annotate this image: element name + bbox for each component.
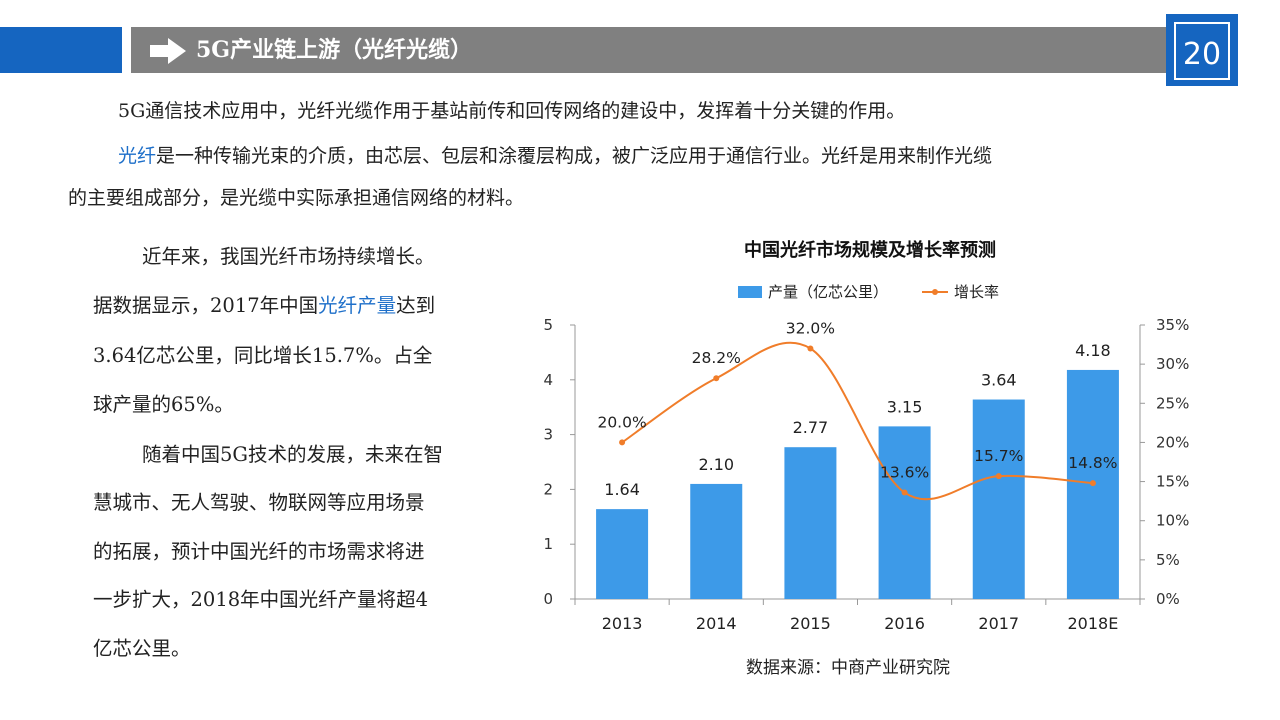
growth-rate-label: 13.6% bbox=[880, 464, 929, 482]
left-text-line: 3.64亿芯公里，同比增长15.7%。占全 bbox=[93, 344, 433, 367]
left-text-line: 慧城市、无人驾驶、物联网等应用场景 bbox=[93, 491, 425, 514]
x-tick-label: 2013 bbox=[602, 614, 643, 633]
bar-data-label: 2.77 bbox=[793, 418, 829, 437]
header-bar bbox=[131, 27, 1169, 73]
legend-line-marker bbox=[932, 289, 938, 295]
left-text-segment: 据数据显示，2017年中国 bbox=[93, 294, 319, 317]
y-right-tick-label: 25% bbox=[1156, 394, 1189, 412]
legend-line-label: 增长率 bbox=[954, 283, 1000, 301]
legend-bar-label: 产量（亿芯公里） bbox=[768, 283, 889, 301]
left-text-line: 一步扩大，2018年中国光纤产量将超4 bbox=[93, 588, 429, 611]
legend-bar-swatch bbox=[738, 286, 762, 298]
intro-highlight-fiber: 光纤 bbox=[118, 145, 157, 167]
x-tick-label: 2015 bbox=[790, 614, 831, 633]
y-right-tick-label: 5% bbox=[1156, 551, 1180, 569]
growth-rate-label: 32.0% bbox=[786, 319, 835, 337]
bar bbox=[690, 483, 743, 599]
bar bbox=[596, 509, 649, 599]
page-number-frame bbox=[1174, 22, 1230, 80]
bar-data-label: 3.15 bbox=[887, 397, 923, 416]
y-left-tick-label: 1 bbox=[543, 535, 553, 553]
left-text-line: 球产量的65%。 bbox=[93, 393, 234, 416]
x-tick-label: 2018E bbox=[1068, 614, 1119, 633]
bar bbox=[784, 447, 837, 599]
growth-rate-point bbox=[807, 345, 814, 352]
left-highlight-output: 光纤产量 bbox=[318, 294, 397, 317]
y-right-tick-label: 10% bbox=[1156, 512, 1189, 530]
growth-rate-label: 14.8% bbox=[1068, 454, 1117, 472]
left-text-line: 的拓展，预计中国光纤的市场需求将进 bbox=[93, 540, 425, 563]
growth-rate-label: 20.0% bbox=[597, 413, 646, 431]
bar-data-label: 4.18 bbox=[1075, 341, 1111, 360]
intro-line-2-text: 是一种传输光束的介质，由芯层、包层和涂覆层构成，被广泛应用于通信行业。光纤是用来… bbox=[156, 145, 993, 167]
y-left-tick-label: 4 bbox=[543, 371, 553, 389]
growth-rate-label: 28.2% bbox=[692, 349, 741, 367]
header-accent-bar bbox=[0, 27, 122, 73]
x-tick-label: 2017 bbox=[978, 614, 1019, 633]
arrow-right-icon bbox=[150, 38, 186, 64]
intro-line-1: 5G通信技术应用中，光纤光缆作用于基站前传和回传网络的建设中，发挥着十分关键的作… bbox=[118, 100, 906, 122]
y-right-tick-label: 20% bbox=[1156, 433, 1189, 451]
intro-line-2: 光纤是一种传输光束的介质，由芯层、包层和涂覆层构成，被广泛应用于通信行业。光纤是… bbox=[118, 141, 992, 168]
data-source: 数据来源：中商产业研究院 bbox=[746, 658, 950, 678]
growth-rate-point bbox=[1089, 480, 1096, 487]
bar bbox=[972, 399, 1025, 599]
y-left-tick-label: 5 bbox=[543, 316, 553, 334]
x-tick-label: 2016 bbox=[884, 614, 925, 633]
growth-rate-point bbox=[713, 375, 720, 382]
bar bbox=[878, 426, 931, 599]
y-right-tick-label: 0% bbox=[1156, 590, 1180, 608]
intro-line-3: 的主要组成部分，是光缆中实际承担通信网络的材料。 bbox=[68, 187, 525, 209]
page-number: 20 bbox=[1182, 37, 1222, 72]
y-right-tick-label: 30% bbox=[1156, 355, 1189, 373]
left-text-line: 据数据显示，2017年中国光纤产量达到 bbox=[93, 289, 435, 318]
y-right-tick-label: 35% bbox=[1156, 316, 1189, 334]
bar-data-label: 1.64 bbox=[604, 480, 640, 499]
left-text-segment: 达到 bbox=[396, 294, 436, 317]
growth-rate-point bbox=[901, 489, 908, 496]
growth-rate-point bbox=[619, 439, 626, 446]
page-title: 5G产业链上游（光纤光缆） bbox=[196, 37, 473, 63]
y-left-tick-label: 2 bbox=[543, 480, 553, 498]
left-text-line: 近年来，我国光纤市场持续增长。 bbox=[142, 245, 435, 268]
page-number-tab bbox=[1166, 14, 1238, 86]
bar-data-label: 2.10 bbox=[698, 455, 734, 474]
y-right-tick-label: 15% bbox=[1156, 473, 1189, 491]
x-tick-label: 2014 bbox=[696, 614, 737, 633]
left-text-line: 随着中国5G技术的发展，未来在智 bbox=[142, 443, 443, 466]
y-left-tick-label: 0 bbox=[543, 590, 553, 608]
left-text-line: 亿芯公里。 bbox=[93, 637, 191, 660]
growth-rate-label: 15.7% bbox=[974, 447, 1023, 465]
bar-data-label: 3.64 bbox=[981, 371, 1017, 390]
chart-title: 中国光纤市场规模及增长率预测 bbox=[744, 240, 996, 261]
growth-rate-point bbox=[995, 473, 1002, 480]
y-left-tick-label: 3 bbox=[543, 426, 553, 444]
